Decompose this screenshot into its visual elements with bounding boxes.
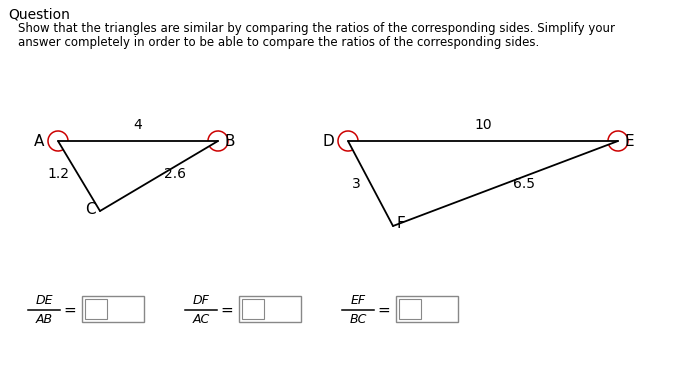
Text: AC: AC — [192, 313, 210, 326]
Text: =: = — [64, 303, 77, 317]
Bar — [239, 296, 301, 322]
Text: answer completely in order to be able to compare the ratios of the corresponding: answer completely in order to be able to… — [18, 36, 540, 49]
Text: 6.5: 6.5 — [513, 176, 536, 190]
Bar — [85, 299, 107, 319]
Text: 2.6: 2.6 — [164, 167, 186, 181]
Text: A: A — [34, 134, 44, 148]
Text: DE: DE — [35, 294, 53, 307]
Bar — [82, 296, 144, 322]
Text: Show that the triangles are similar by comparing the ratios of the corresponding: Show that the triangles are similar by c… — [18, 22, 615, 35]
Text: AB: AB — [35, 313, 53, 326]
Text: 10: 10 — [474, 118, 492, 132]
Text: DF: DF — [192, 294, 209, 307]
Text: 4: 4 — [133, 118, 142, 132]
Text: B: B — [224, 134, 234, 148]
Bar — [399, 299, 421, 319]
Text: E: E — [624, 134, 634, 148]
Text: =: = — [221, 303, 234, 317]
Text: =: = — [378, 303, 391, 317]
Text: F: F — [397, 216, 406, 231]
Text: Question: Question — [8, 7, 70, 21]
Text: D: D — [322, 134, 334, 148]
Text: C: C — [85, 202, 96, 217]
Text: 3: 3 — [352, 176, 360, 190]
Text: 1.2: 1.2 — [47, 167, 69, 181]
Text: BC: BC — [349, 313, 367, 326]
Bar — [242, 299, 264, 319]
Text: EF: EF — [351, 294, 366, 307]
Bar — [396, 296, 458, 322]
